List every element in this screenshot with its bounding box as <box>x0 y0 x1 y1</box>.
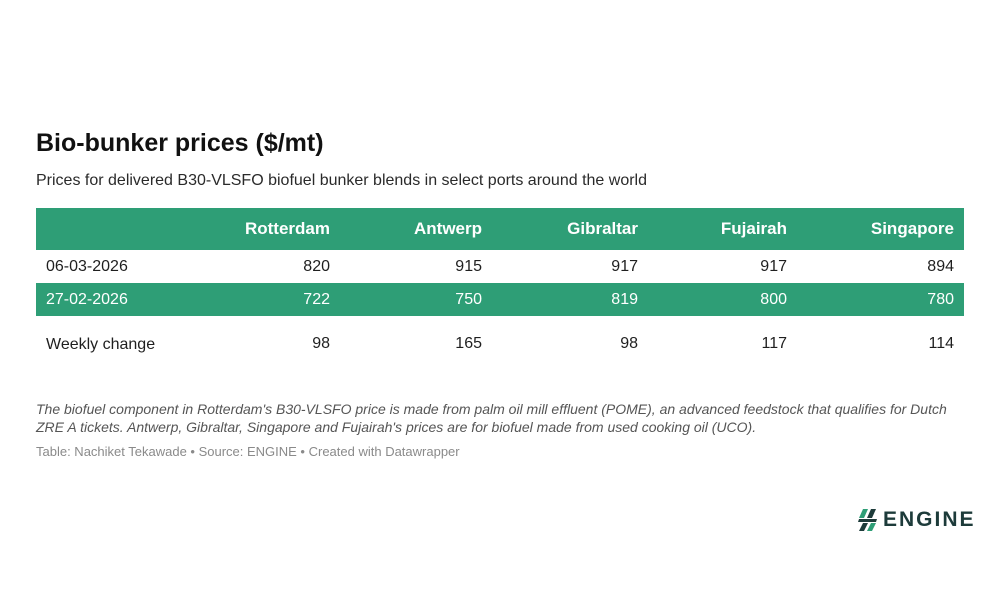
table-row: 06-03-2026 820 915 917 917 894 <box>36 250 964 283</box>
table-cell: 917 <box>760 257 787 275</box>
engine-logo-icon <box>858 509 877 531</box>
table-cell: 915 <box>455 257 482 275</box>
column-header <box>36 208 184 250</box>
column-header: Antwerp <box>414 219 482 238</box>
price-table: Rotterdam Antwerp Gibraltar Fujairah Sin… <box>36 208 964 372</box>
table-cell: 98 <box>620 335 638 352</box>
engine-logo: ENGINE <box>858 508 976 532</box>
row-label: 06-03-2026 <box>46 258 128 275</box>
row-label: 27-02-2026 <box>46 291 128 308</box>
table-cell: 114 <box>928 335 954 352</box>
table-header-row: Rotterdam Antwerp Gibraltar Fujairah Sin… <box>36 208 964 250</box>
column-header: Fujairah <box>720 219 787 238</box>
table-cell: 820 <box>303 257 330 275</box>
engine-logo-text: ENGINE <box>883 508 976 531</box>
table-cell: 800 <box>760 290 787 308</box>
column-header: Gibraltar <box>567 219 638 238</box>
table-cell: 819 <box>611 290 638 308</box>
column-header: Rotterdam <box>244 219 330 238</box>
footnote: The biofuel component in Rotterdam's B30… <box>36 401 947 435</box>
table-cell: 894 <box>927 257 954 275</box>
table-cell: 722 <box>303 290 330 308</box>
source-credit: Table: Nachiket Tekawade • Source: ENGIN… <box>36 444 460 459</box>
table-cell: 98 <box>312 335 330 352</box>
chart-subtitle: Prices for delivered B30-VLSFO biofuel b… <box>36 172 647 189</box>
chart-title: Bio-bunker prices ($/mt) <box>36 129 324 157</box>
table-row: Weekly change 98 165 98 117 114 <box>36 316 964 372</box>
table-cell: 165 <box>455 335 482 352</box>
table-cell: 117 <box>761 335 787 352</box>
chart-container: Bio-bunker prices ($/mt) Prices for deli… <box>36 126 964 461</box>
table-row: 27-02-2026 722 750 819 800 780 <box>36 283 964 316</box>
table-cell: 917 <box>611 257 638 275</box>
table-cell: 750 <box>455 290 482 308</box>
row-label: Weekly change <box>46 335 156 353</box>
column-header: Singapore <box>870 219 954 238</box>
table-cell: 780 <box>927 290 954 308</box>
